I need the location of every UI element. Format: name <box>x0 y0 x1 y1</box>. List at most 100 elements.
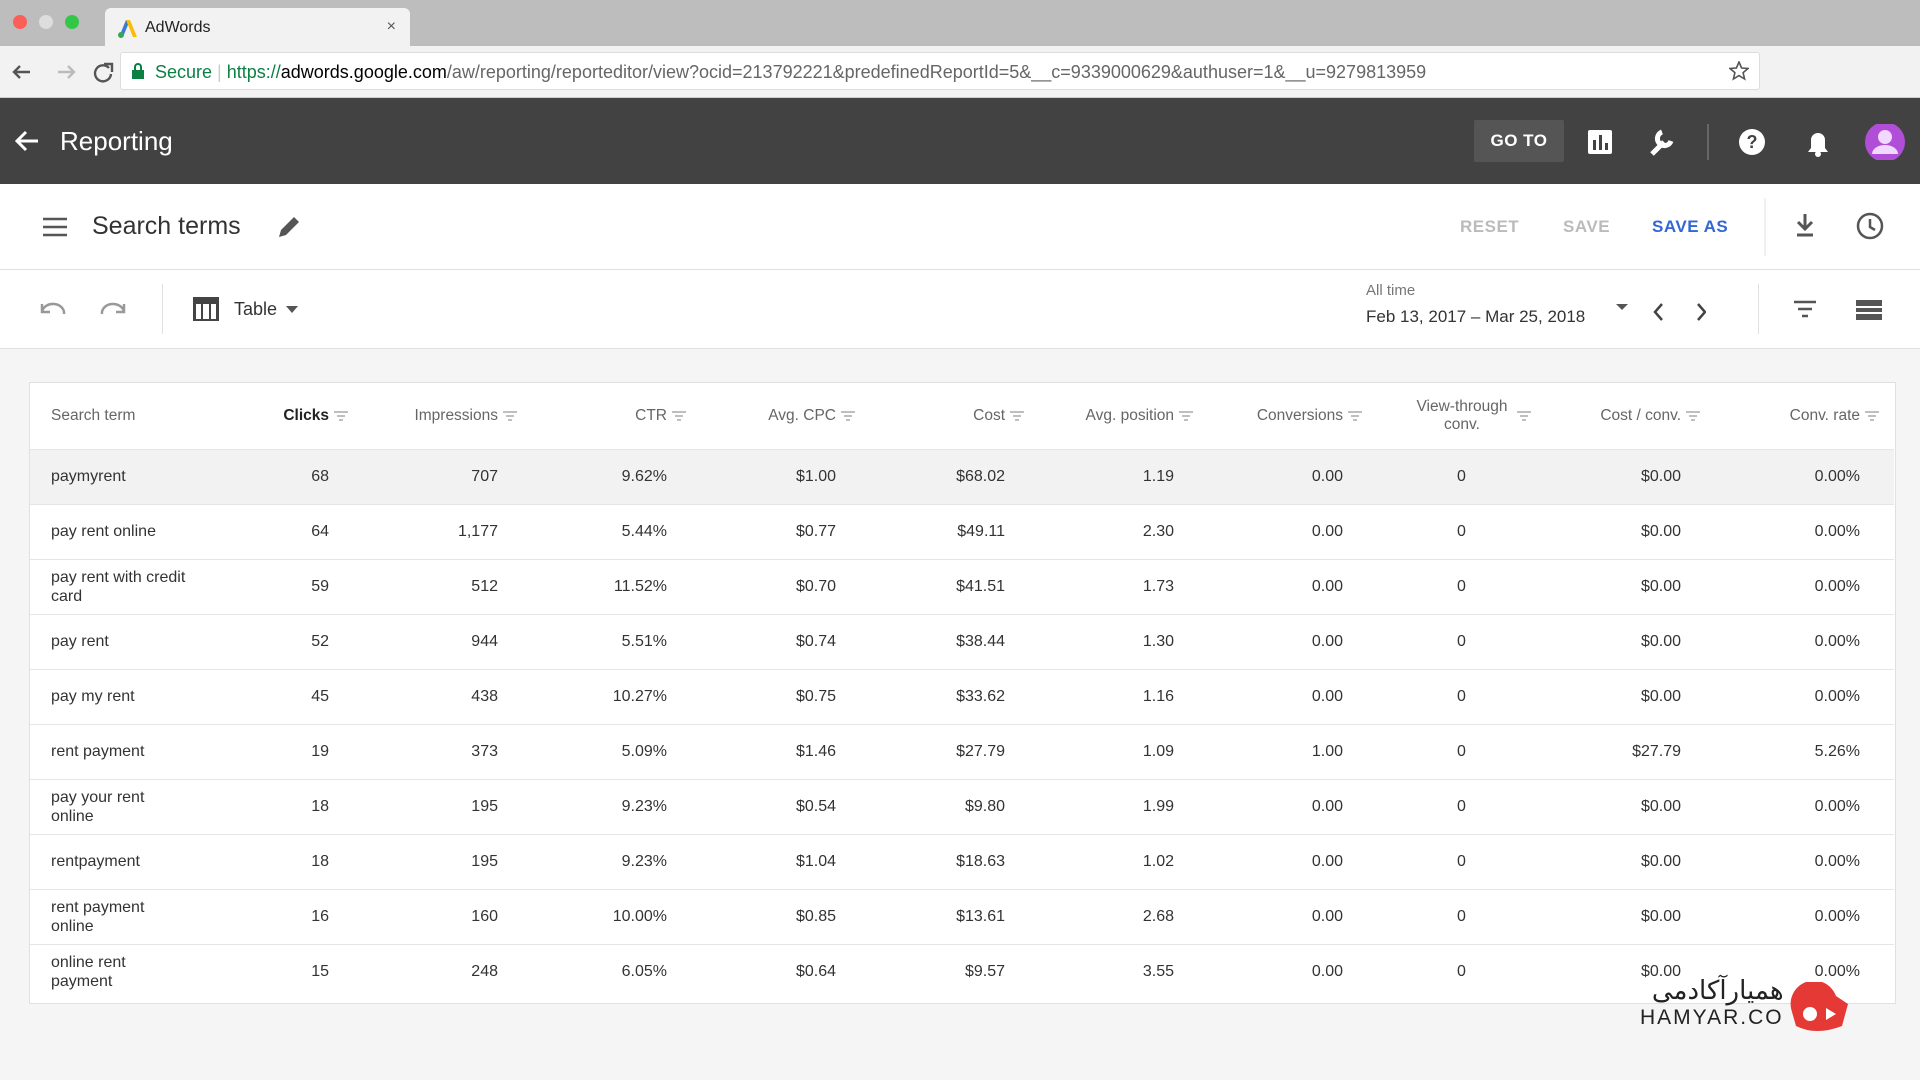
back-arrow[interactable] <box>14 128 40 154</box>
address-bar: Secure | https://adwords.google.com/aw/r… <box>0 46 1920 98</box>
table-cell: 5.44% <box>532 503 701 559</box>
filter-icon[interactable] <box>502 410 518 422</box>
filter-icon[interactable] <box>333 410 349 422</box>
tab-close[interactable]: × <box>386 18 396 35</box>
view-selector[interactable]: Table <box>234 299 278 319</box>
table-row: pay your rent online 18 195 9.23% $0.54 $9.80… <box>30 778 1894 834</box>
omnibox[interactable]: Secure | https://adwords.google.com/aw/r… <box>120 52 1760 90</box>
table-row: pay rent with credit card 59 512 11.52% $0.7… <box>30 558 1894 614</box>
column-header: Impressions <box>363 383 532 449</box>
table-cell: $9.57 <box>870 943 1039 999</box>
table-cell: $9.80 <box>870 778 1039 834</box>
table-row: paymyrent 68 707 9.62% $1.00 $68.02 1.19 0.00 0 $… <box>30 448 1894 504</box>
table-cell: 0 <box>1377 833 1546 889</box>
table-cell: $27.79 <box>1546 723 1715 779</box>
table-cell: 15 <box>230 943 363 999</box>
reset-button[interactable]: RESET <box>1460 217 1520 236</box>
table-cell: $0.00 <box>1546 778 1715 834</box>
table-cell: 0 <box>1377 888 1546 944</box>
table-cell: 9.23% <box>532 778 701 834</box>
table-cell: 1,177 <box>363 503 532 559</box>
filter-icon[interactable] <box>1516 410 1532 422</box>
table-cell: 68 <box>230 448 363 504</box>
save-as-button[interactable]: SAVE AS <box>1652 217 1729 236</box>
table-cell: 59 <box>230 558 363 614</box>
range-controls[interactable] <box>1616 300 1706 324</box>
table-cell: online rent payment <box>30 943 230 999</box>
table-cell: pay rent <box>30 613 230 669</box>
menu-icon[interactable] <box>42 216 68 238</box>
table-cell: $0.85 <box>701 888 870 944</box>
table-row: rent payment 19 373 5.09% $1.46 $27.79 1.09 1.0… <box>30 723 1894 779</box>
table-cell: rent payment online <box>30 888 230 944</box>
table-cell: $1.00 <box>701 448 870 504</box>
report-table: Search term Clicks Impressions CTR Avg. CPC C… <box>30 383 1894 999</box>
nav-buttons[interactable] <box>8 58 118 86</box>
filter-icon[interactable] <box>1178 410 1194 422</box>
table-cell: 0 <box>1377 723 1546 779</box>
table-cell: 11.52% <box>532 558 701 614</box>
url-path: /aw/reporting/reporteditor/view?ocid=213… <box>446 62 1427 82</box>
column-header: View-through conv. <box>1377 383 1546 449</box>
table-cell: 373 <box>363 723 532 779</box>
table-cell: 0.00 <box>1208 448 1377 504</box>
table-cell: 0.00% <box>1715 943 1894 999</box>
table-cell: 195 <box>363 833 532 889</box>
table-cell: $68.02 <box>870 448 1039 504</box>
filter-icon[interactable] <box>1685 410 1701 422</box>
title-icons[interactable] <box>1762 184 1902 270</box>
filter-icon[interactable] <box>1864 410 1880 422</box>
table-cell: 0 <box>1377 558 1546 614</box>
date-range[interactable]: Feb 13, 2017 – Mar 25, 2018 <box>1366 307 1586 326</box>
table-cell: 0.00 <box>1208 833 1377 889</box>
goto-button[interactable]: GO TO <box>1474 120 1564 162</box>
table-cell: 248 <box>363 943 532 999</box>
table-cell: 1.99 <box>1039 778 1208 834</box>
lock-icon <box>132 63 144 79</box>
filter-icon[interactable] <box>1347 410 1363 422</box>
star-icon[interactable] <box>1729 61 1749 81</box>
tab[interactable]: AdWords × <box>105 8 410 46</box>
table-cell: 1.02 <box>1039 833 1208 889</box>
header-row: Search term Clicks Impressions CTR Avg. CPC C… <box>30 383 1894 449</box>
table-cell: 0.00% <box>1715 613 1894 669</box>
undo-redo[interactable] <box>38 296 128 322</box>
table-cell: 0.00 <box>1208 888 1377 944</box>
app-icons[interactable]: ? <box>1582 124 1912 160</box>
table-cell: 0.00 <box>1208 943 1377 999</box>
table-cell: 0.00 <box>1208 668 1377 724</box>
table-cell: 5.26% <box>1715 723 1894 779</box>
table-row: pay rent 52 944 5.51% $0.74 $38.44 1.30 0.00 0 $0… <box>30 613 1894 669</box>
table-cell: rent payment <box>30 723 230 779</box>
table-cell: $0.77 <box>701 503 870 559</box>
column-label: Cost / conv. <box>1600 406 1681 424</box>
table-row: online rent payment 15 248 6.05% $0.64 $9.57 3… <box>30 943 1894 999</box>
filter-icon[interactable] <box>840 410 856 422</box>
table-cell: 0.00% <box>1715 833 1894 889</box>
filter-icon[interactable] <box>1009 410 1025 422</box>
table-cell: 0 <box>1377 503 1546 559</box>
table-cell: $0.00 <box>1546 668 1715 724</box>
table-cell: 3.55 <box>1039 943 1208 999</box>
filter-layout-icons[interactable] <box>1792 298 1902 322</box>
tab-bar: AdWords × <box>0 0 1920 46</box>
table-cell: 707 <box>363 448 532 504</box>
table-cell: pay your rent online <box>30 778 230 834</box>
filter-icon[interactable] <box>671 410 687 422</box>
table-cell: 64 <box>230 503 363 559</box>
table-cell: 2.30 <box>1039 503 1208 559</box>
table-cell: 512 <box>363 558 532 614</box>
table-cell: $0.64 <box>701 943 870 999</box>
column-label: Cost <box>973 406 1005 424</box>
save-button[interactable]: SAVE <box>1563 217 1611 236</box>
edit-icon[interactable] <box>276 214 302 240</box>
table-cell: 0 <box>1377 778 1546 834</box>
url-host: adwords.google.com <box>280 62 447 82</box>
table-cell: 0 <box>1377 943 1546 999</box>
table-cell: pay rent with credit card <box>30 558 230 614</box>
table-cell: $41.51 <box>870 558 1039 614</box>
column-header: Search term <box>30 383 230 449</box>
table-cell: 2.68 <box>1039 888 1208 944</box>
column-header: Cost <box>870 383 1039 449</box>
table-cell: 1.16 <box>1039 668 1208 724</box>
